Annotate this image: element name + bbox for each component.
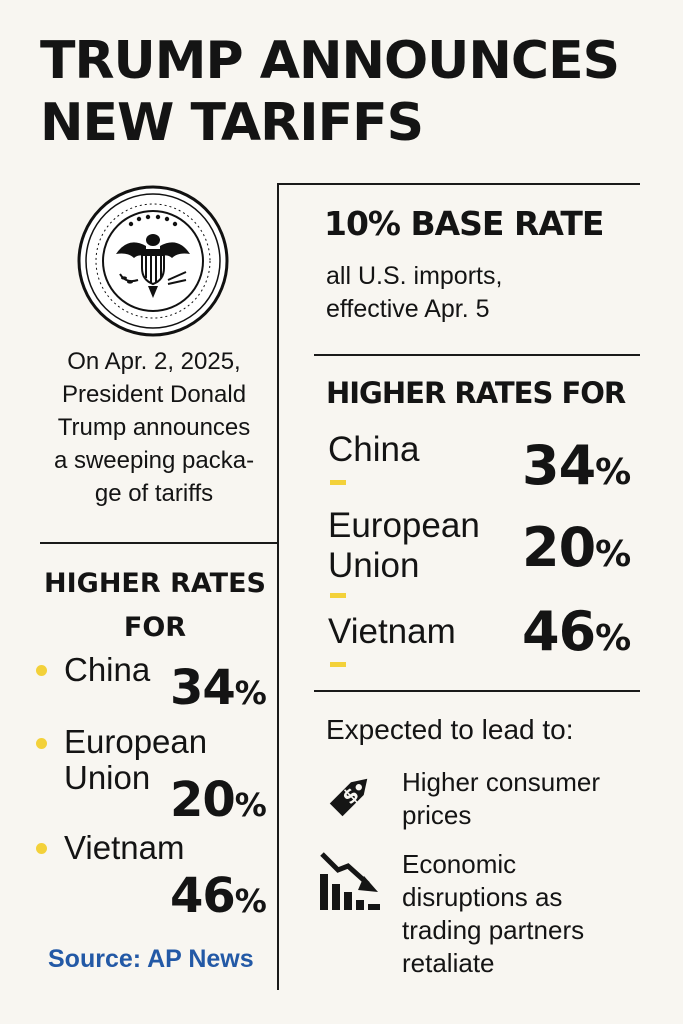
heading-line: FOR <box>123 612 187 643</box>
effect-item: Higher consumer prices <box>402 766 600 832</box>
country-name: Vietnam <box>64 829 185 866</box>
percent-sign: % <box>234 882 267 920</box>
right-section-divider <box>314 690 640 692</box>
country-name: European Union <box>64 723 208 796</box>
description-line: all U.S. imports, <box>326 262 503 290</box>
rate-number: 46 <box>170 868 236 924</box>
rate-number: 20 <box>170 772 236 828</box>
title-line: NEW TARIFFS <box>40 93 424 153</box>
price-tag-icon: $ <box>329 778 368 817</box>
rate-number: 34 <box>522 434 596 497</box>
rate-value: 20% <box>522 516 631 579</box>
percent-sign: % <box>595 618 631 659</box>
page-title: TRUMP ANNOUNCES NEW TARIFFS <box>40 30 660 154</box>
rate-number: 20 <box>522 516 596 579</box>
percent-sign: % <box>595 534 631 575</box>
effect-line: prices <box>402 800 472 830</box>
rate-value: 34% <box>170 660 267 716</box>
rate-value: 46% <box>522 600 631 663</box>
country-name: European Union <box>328 506 480 585</box>
rate-value: 20% <box>170 772 267 828</box>
intro-line: Trump announces <box>57 414 251 441</box>
intro-line: President Donald <box>61 381 247 408</box>
heading-line: HIGHER RATES <box>44 568 266 599</box>
accent-dash <box>330 593 346 598</box>
intro-line: ge of tariffs <box>94 480 214 507</box>
base-rate-description: all U.S. imports, effective Apr. 5 <box>326 260 502 326</box>
bullet-icon <box>36 665 47 676</box>
title-line: TRUMP ANNOUNCES <box>40 31 620 91</box>
source-credit: Source: AP News <box>48 945 254 973</box>
effect-line: retaliate <box>402 948 495 978</box>
presidential-seal-icon <box>77 185 229 337</box>
country-name: Vietnam <box>328 612 456 651</box>
top-right-rule <box>277 183 640 185</box>
rate-value: 46% <box>170 868 267 924</box>
accent-dash <box>330 662 346 667</box>
declining-chart-icon <box>320 852 380 910</box>
left-rates-heading: HIGHER RATES FOR <box>30 562 280 650</box>
effect-item: Economic disruptions as trading partners… <box>402 848 584 980</box>
intro-line: On Apr. 2, 2025, <box>67 348 241 375</box>
vertical-divider <box>277 184 279 990</box>
bullet-icon <box>36 843 47 854</box>
rate-value: 34% <box>522 434 631 497</box>
accent-dash <box>330 480 346 485</box>
effect-line: Higher consumer <box>402 767 600 797</box>
right-section-divider <box>314 354 640 356</box>
effect-line: disruptions as <box>402 882 563 912</box>
rate-number: 46 <box>522 600 596 663</box>
effect-line: trading partners <box>402 915 585 945</box>
expected-heading: Expected to lead to: <box>326 714 574 745</box>
base-rate-heading: 10% BASE RATE <box>324 204 604 243</box>
bullet-icon <box>36 738 47 749</box>
left-section-divider <box>40 542 278 544</box>
percent-sign: % <box>234 674 267 712</box>
description-line: effective Apr. 5 <box>326 295 490 323</box>
effect-line: Economic <box>402 849 517 879</box>
country-name: China <box>328 430 420 469</box>
intro-line: a sweeping packa- <box>53 447 255 474</box>
percent-sign: % <box>595 452 631 493</box>
percent-sign: % <box>234 786 267 824</box>
intro-text: On Apr. 2, 2025, President Donald Trump … <box>30 345 278 510</box>
rate-number: 34 <box>170 660 236 716</box>
right-rates-heading: HIGHER RATES FOR <box>326 376 626 410</box>
country-name: China <box>64 651 151 688</box>
